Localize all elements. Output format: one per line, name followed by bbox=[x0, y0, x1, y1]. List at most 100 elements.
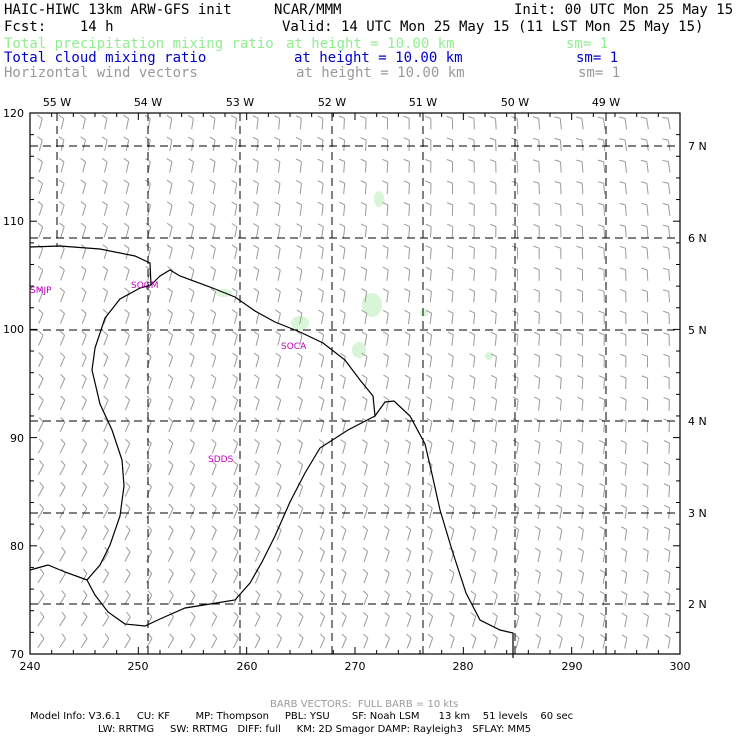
wind-barb bbox=[362, 504, 368, 519]
wind-barb bbox=[425, 223, 432, 238]
wind-barb bbox=[297, 395, 303, 411]
wind-barb bbox=[168, 460, 174, 476]
station-label: SOGM bbox=[131, 281, 159, 291]
wind-barb bbox=[317, 137, 324, 151]
wind-barb bbox=[211, 547, 217, 562]
wind-barb bbox=[490, 374, 497, 390]
wind-barb bbox=[491, 504, 498, 519]
wind-barb bbox=[468, 288, 476, 303]
wind-barb bbox=[490, 202, 497, 216]
wind-barb bbox=[59, 482, 66, 497]
wind-barb bbox=[427, 525, 433, 541]
wind-barb bbox=[513, 590, 520, 606]
wind-barb bbox=[145, 633, 153, 649]
wind-barb bbox=[37, 114, 43, 130]
wind-barb bbox=[189, 330, 195, 346]
wind-barb bbox=[209, 158, 216, 173]
wind-barb bbox=[80, 568, 88, 584]
wind-barb bbox=[664, 591, 671, 606]
wind-barb bbox=[145, 201, 151, 216]
wind-barb bbox=[662, 159, 671, 173]
wind-barb bbox=[339, 288, 346, 303]
wind-barb bbox=[425, 202, 432, 216]
wind-barb bbox=[274, 244, 281, 260]
wind-barb bbox=[599, 526, 606, 541]
wind-barb bbox=[512, 461, 519, 476]
wind-barb bbox=[187, 115, 194, 130]
wind-barb bbox=[468, 245, 475, 260]
wind-barb bbox=[621, 612, 628, 628]
wind-barb bbox=[446, 159, 454, 173]
wind-barb bbox=[405, 504, 412, 519]
wind-barb bbox=[362, 590, 369, 606]
wind-barb bbox=[621, 547, 628, 563]
wind-barb bbox=[663, 483, 671, 498]
wind-barb bbox=[597, 159, 606, 173]
wind-barb bbox=[37, 395, 44, 411]
wind-barb bbox=[576, 245, 584, 260]
wind-barb bbox=[621, 591, 628, 606]
wind-barb bbox=[339, 331, 346, 346]
wind-barb bbox=[425, 288, 432, 303]
wind-barb bbox=[146, 546, 153, 562]
wind-barb bbox=[340, 439, 347, 454]
wind-barb bbox=[252, 201, 259, 216]
wind-barb bbox=[469, 374, 476, 390]
wind-barb bbox=[231, 287, 238, 303]
wind-barb bbox=[167, 395, 174, 411]
wind-barb bbox=[664, 548, 671, 563]
wind-barb bbox=[209, 201, 216, 216]
wind-barb bbox=[513, 504, 520, 519]
wind-barb bbox=[319, 460, 325, 476]
wind-barb bbox=[59, 265, 65, 281]
wind-barb bbox=[641, 289, 649, 303]
wind-barb bbox=[59, 287, 65, 303]
wind-barb bbox=[578, 590, 585, 606]
wind-barb bbox=[276, 568, 282, 584]
wind-barb bbox=[555, 439, 562, 454]
wind-barb bbox=[253, 244, 260, 260]
wind-barb bbox=[102, 287, 109, 303]
wind-barb bbox=[318, 331, 325, 346]
wind-barb bbox=[470, 612, 477, 627]
wind-barb bbox=[426, 353, 433, 368]
wind-barb bbox=[404, 331, 411, 346]
wind-barb bbox=[533, 245, 540, 260]
init-time: Init: 00 UTC Mon 25 May 15 bbox=[514, 2, 734, 18]
field-wind-name: Horizontal wind vectors bbox=[4, 65, 198, 81]
wind-barb bbox=[642, 440, 649, 454]
wind-barb bbox=[554, 116, 562, 130]
wind-barb bbox=[232, 309, 238, 325]
wind-barb bbox=[490, 331, 497, 346]
wind-barb bbox=[619, 116, 628, 130]
wind-barb bbox=[319, 547, 325, 562]
wind-barb bbox=[167, 568, 174, 584]
wind-barb bbox=[232, 374, 238, 389]
wind-barb bbox=[449, 590, 455, 606]
wind-barb bbox=[621, 526, 628, 541]
wind-barb bbox=[619, 202, 627, 216]
wind-barb bbox=[338, 137, 346, 151]
wind-barb bbox=[37, 611, 45, 627]
wind-barb bbox=[59, 503, 66, 519]
wind-barb bbox=[640, 138, 649, 151]
wind-barb bbox=[468, 223, 475, 238]
wind-barb bbox=[447, 266, 454, 281]
wind-barb bbox=[319, 612, 326, 627]
wind-barb bbox=[232, 439, 239, 454]
wind-barb bbox=[404, 266, 411, 281]
wind-barb bbox=[597, 116, 606, 130]
wind-barb bbox=[37, 136, 43, 151]
wind-barb bbox=[577, 396, 584, 411]
wind-barb bbox=[146, 417, 152, 433]
wind-barb bbox=[362, 568, 369, 584]
wind-barb bbox=[382, 180, 389, 195]
wind-barb bbox=[556, 461, 563, 476]
wind-barb bbox=[384, 525, 390, 541]
wind-barb bbox=[189, 438, 195, 454]
wind-barb bbox=[189, 590, 196, 606]
wind-barb bbox=[124, 438, 131, 454]
wind-barb bbox=[232, 331, 238, 346]
wind-barb bbox=[469, 310, 476, 325]
wind-barb bbox=[468, 116, 475, 130]
